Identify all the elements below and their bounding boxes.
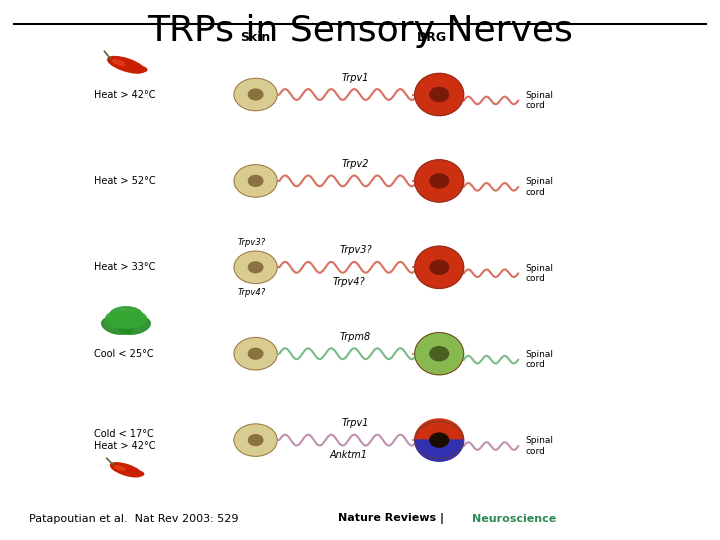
Text: Trpv3?: Trpv3? [238,238,266,247]
Text: Trpv3?: Trpv3? [339,245,372,255]
Polygon shape [415,419,464,440]
Text: Nature Reviews |: Nature Reviews | [338,513,449,524]
Text: Spinal
cord: Spinal cord [526,91,554,110]
Text: Spinal
cord: Spinal cord [526,264,554,283]
Circle shape [430,433,449,447]
Text: Trpm8: Trpm8 [340,332,372,342]
Ellipse shape [106,312,138,328]
Circle shape [234,338,277,370]
Ellipse shape [114,312,146,328]
Ellipse shape [109,307,142,323]
Text: Trpv2: Trpv2 [342,159,369,169]
Circle shape [234,424,277,456]
Circle shape [430,260,449,274]
Ellipse shape [102,317,133,334]
Text: Spinal
cord: Spinal cord [526,436,554,456]
Circle shape [248,176,263,186]
Circle shape [248,348,263,359]
Text: Anktm1: Anktm1 [330,450,367,460]
Circle shape [430,87,449,102]
Ellipse shape [113,60,125,65]
Text: Skin: Skin [240,31,271,44]
Polygon shape [415,440,464,461]
Circle shape [248,262,263,273]
Ellipse shape [110,463,142,477]
Ellipse shape [114,465,125,470]
Ellipse shape [132,471,144,476]
Circle shape [234,165,277,197]
Text: Patapoutian et al.  Nat Rev 2003: 529: Patapoutian et al. Nat Rev 2003: 529 [29,514,238,524]
Ellipse shape [415,160,464,202]
Text: Cold < 17°C
Heat > 42°C: Cold < 17°C Heat > 42°C [94,429,155,451]
Ellipse shape [119,317,150,334]
Circle shape [248,435,263,446]
Circle shape [430,174,449,188]
Ellipse shape [415,246,464,288]
Ellipse shape [134,66,147,72]
Text: DRG: DRG [417,31,447,44]
Text: Neuroscience: Neuroscience [472,514,556,524]
Circle shape [234,78,277,111]
Circle shape [248,89,263,100]
Text: Spinal
cord: Spinal cord [526,350,554,369]
Text: Heat > 42°C: Heat > 42°C [94,90,155,99]
Text: Trpv4?: Trpv4? [332,277,365,287]
Text: Heat > 33°C: Heat > 33°C [94,262,155,272]
Text: Spinal
cord: Spinal cord [526,177,554,197]
Text: Trpv1: Trpv1 [342,418,369,428]
Text: TRPs in Sensory Nerves: TRPs in Sensory Nerves [147,14,573,48]
Circle shape [234,251,277,284]
Text: Trpv4?: Trpv4? [238,288,266,297]
Text: Cool < 25°C: Cool < 25°C [94,349,153,359]
Text: Trpv1: Trpv1 [342,72,369,83]
Ellipse shape [415,333,464,375]
Ellipse shape [108,57,144,73]
Ellipse shape [415,73,464,116]
Circle shape [430,347,449,361]
Text: Heat > 52°C: Heat > 52°C [94,176,156,186]
